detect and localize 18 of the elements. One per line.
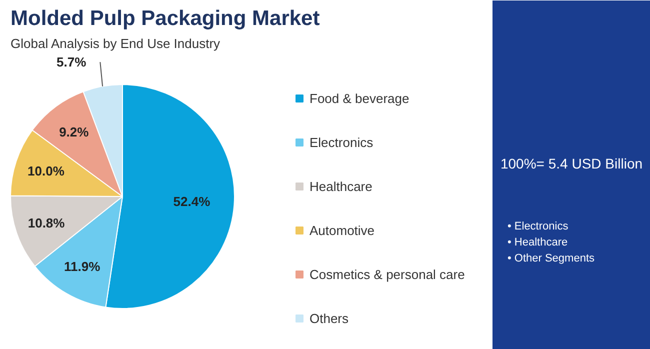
text: • Other Segments	[508, 252, 595, 264]
legend-label: Electronics	[310, 135, 374, 150]
data-label: 10.0%	[28, 164, 65, 179]
chart-title: Molded Pulp Packaging Market	[10, 7, 320, 30]
data-label: 5.7%	[56, 54, 87, 70]
text: • Healthcare	[508, 236, 568, 248]
chart-subtitle: Global Analysis by End Use Industry	[10, 36, 221, 51]
data-label: 9.2%	[59, 124, 90, 140]
text: 100%= 5.4 USD Billion	[500, 156, 643, 172]
text: • Electronics	[508, 220, 569, 232]
legend-label: Cosmetics & personal care	[310, 267, 465, 282]
data-label: 11.9%	[64, 258, 101, 274]
legend-label: Others	[310, 311, 350, 326]
data-label: 10.8%	[28, 215, 66, 230]
legend-label: Food & beverage	[310, 91, 410, 106]
legend-label: Healthcare	[310, 179, 372, 194]
legend-label: Automotive	[310, 223, 375, 238]
data-label: 52.4%	[173, 194, 211, 210]
